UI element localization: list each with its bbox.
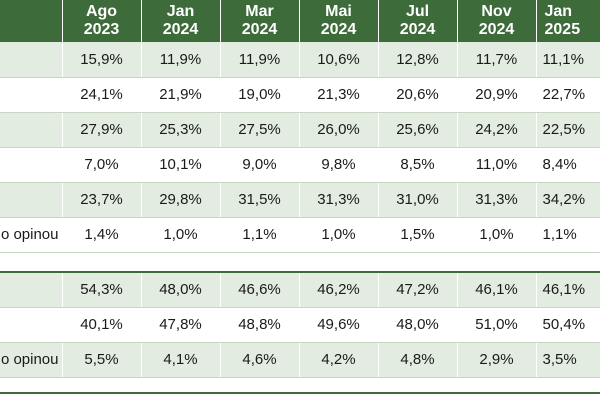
value-cell: 1,0% xyxy=(456,217,536,253)
value-cell: 11,0% xyxy=(456,147,536,183)
value-cell: 31,5% xyxy=(219,182,299,218)
value-cell: 1,5% xyxy=(377,217,457,253)
value-cell: 24,2% xyxy=(456,112,536,148)
value-cell: 11,9% xyxy=(219,42,299,78)
value-cell: 31,0% xyxy=(377,182,457,218)
value-cell: 48,0% xyxy=(377,307,457,343)
table-row: 54,3% 48,0% 46,6% 46,2% 47,2% 46,1% 46,1… xyxy=(0,272,600,308)
value-cell: 46,6% xyxy=(219,272,299,308)
value-cell: 9,8% xyxy=(298,147,378,183)
value-cell: 2,9% xyxy=(456,342,536,378)
value-cell: 21,3% xyxy=(298,77,378,113)
value-cell: 1,1% xyxy=(535,217,600,253)
value-cell: 8,5% xyxy=(377,147,457,183)
value-cell: 20,9% xyxy=(456,77,536,113)
row-label xyxy=(0,42,62,78)
bottom-rule xyxy=(0,392,600,394)
value-cell: 1,0% xyxy=(140,217,220,253)
table-row: 24,1% 21,9% 19,0% 21,3% 20,6% 20,9% 22,7… xyxy=(0,77,600,113)
value-cell: 22,7% xyxy=(535,77,600,113)
header-col-1: Ago 2023 xyxy=(61,0,141,42)
value-cell: 48,8% xyxy=(219,307,299,343)
value-cell: 40,1% xyxy=(61,307,141,343)
row-label xyxy=(0,112,62,148)
row-label: o opinou xyxy=(0,217,62,253)
value-cell: 31,3% xyxy=(298,182,378,218)
table-row: o opinou 5,5% 4,1% 4,6% 4,2% 4,8% 2,9% 3… xyxy=(0,342,600,378)
value-cell: 29,8% xyxy=(140,182,220,218)
value-cell: 11,7% xyxy=(456,42,536,78)
table-row: o opinou 1,4% 1,0% 1,1% 1,0% 1,5% 1,0% 1… xyxy=(0,217,600,253)
value-cell: 46,1% xyxy=(535,272,600,308)
value-cell: 25,3% xyxy=(140,112,220,148)
value-cell: 5,5% xyxy=(61,342,141,378)
row-label xyxy=(0,182,62,218)
value-cell: 10,6% xyxy=(298,42,378,78)
header-col-3: Mar 2024 xyxy=(219,0,299,42)
value-cell: 51,0% xyxy=(456,307,536,343)
value-cell: 47,2% xyxy=(377,272,457,308)
value-cell: 21,9% xyxy=(140,77,220,113)
value-cell: 1,1% xyxy=(219,217,299,253)
value-cell: 12,8% xyxy=(377,42,457,78)
value-cell: 27,9% xyxy=(61,112,141,148)
value-cell: 23,7% xyxy=(61,182,141,218)
value-cell: 19,0% xyxy=(219,77,299,113)
value-cell: 27,5% xyxy=(219,112,299,148)
poll-results-table: Ago 2023 Jan 2024 Mar 2024 Mai 2024 Jul 2024 … xyxy=(0,0,600,378)
value-cell: 10,1% xyxy=(140,147,220,183)
value-cell: 1,0% xyxy=(298,217,378,253)
value-cell: 4,8% xyxy=(377,342,457,378)
row-label xyxy=(0,147,62,183)
row-label xyxy=(0,307,62,343)
table-row: 27,9% 25,3% 27,5% 26,0% 25,6% 24,2% 22,5… xyxy=(0,112,600,148)
row-label: o opinou xyxy=(0,342,62,378)
value-cell: 11,1% xyxy=(535,42,600,78)
header-row: Ago 2023 Jan 2024 Mar 2024 Mai 2024 Jul 2024 … xyxy=(0,0,600,42)
table-row: 23,7% 29,8% 31,5% 31,3% 31,0% 31,3% 34,2… xyxy=(0,182,600,218)
table-row: 40,1% 47,8% 48,8% 49,6% 48,0% 51,0% 50,4… xyxy=(0,307,600,343)
row-label xyxy=(0,272,62,308)
table-row: 7,0% 10,1% 9,0% 9,8% 8,5% 11,0% 8,4% xyxy=(0,147,600,183)
value-cell: 20,6% xyxy=(377,77,457,113)
value-cell: 46,1% xyxy=(456,272,536,308)
row-label xyxy=(0,77,62,113)
value-cell: 4,6% xyxy=(219,342,299,378)
value-cell: 26,0% xyxy=(298,112,378,148)
section-separator xyxy=(0,252,600,273)
header-col-4: Mai 2024 xyxy=(298,0,378,42)
value-cell: 7,0% xyxy=(61,147,141,183)
value-cell: 9,0% xyxy=(219,147,299,183)
header-col-6: Nov 2024 xyxy=(456,0,536,42)
value-cell: 8,4% xyxy=(535,147,600,183)
value-cell: 3,5% xyxy=(535,342,600,378)
value-cell: 46,2% xyxy=(298,272,378,308)
value-cell: 11,9% xyxy=(140,42,220,78)
header-label-cell xyxy=(0,0,62,42)
value-cell: 4,1% xyxy=(140,342,220,378)
header-col-7: Jan 2025 xyxy=(535,0,600,42)
value-cell: 50,4% xyxy=(535,307,600,343)
value-cell: 47,8% xyxy=(140,307,220,343)
value-cell: 54,3% xyxy=(61,272,141,308)
value-cell: 31,3% xyxy=(456,182,536,218)
table-row: 15,9% 11,9% 11,9% 10,6% 12,8% 11,7% 11,1… xyxy=(0,42,600,78)
value-cell: 22,5% xyxy=(535,112,600,148)
value-cell: 34,2% xyxy=(535,182,600,218)
value-cell: 25,6% xyxy=(377,112,457,148)
value-cell: 24,1% xyxy=(61,77,141,113)
value-cell: 48,0% xyxy=(140,272,220,308)
value-cell: 4,2% xyxy=(298,342,378,378)
header-col-5: Jul 2024 xyxy=(377,0,457,42)
value-cell: 1,4% xyxy=(61,217,141,253)
separator-cell xyxy=(0,252,600,273)
value-cell: 49,6% xyxy=(298,307,378,343)
header-col-2: Jan 2024 xyxy=(140,0,220,42)
value-cell: 15,9% xyxy=(61,42,141,78)
